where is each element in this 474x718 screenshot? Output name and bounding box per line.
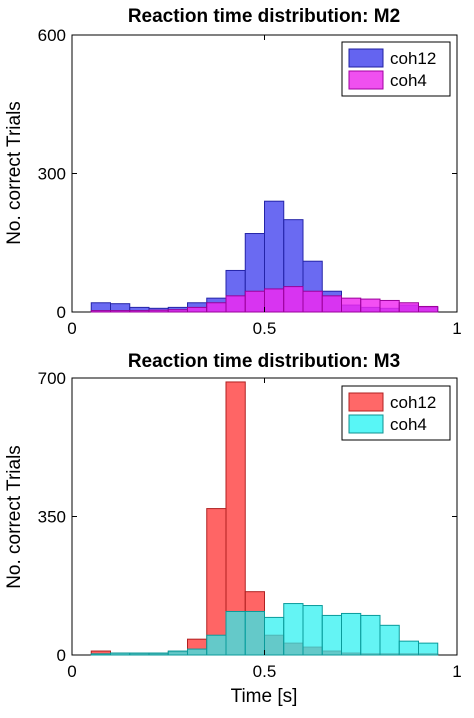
y-tick-label: 300 — [38, 165, 66, 184]
bar-coh4-7 — [225, 610, 246, 656]
legend: coh12 coh4 — [341, 41, 451, 97]
bar-coh4-10 — [283, 286, 304, 313]
bar-coh4-16 — [398, 302, 419, 313]
legend-label-coh4: coh4 — [390, 415, 427, 434]
bar-coh4-5 — [187, 648, 208, 656]
bar-coh4-1 — [110, 652, 131, 656]
bar-coh4-12 — [321, 614, 342, 656]
bar-coh4-15 — [379, 624, 400, 656]
bar-coh4-17 — [418, 305, 439, 313]
chart-title: Reaction time distribution: M3 — [128, 351, 400, 372]
bar-coh4-6 — [206, 302, 227, 313]
bars — [90, 200, 439, 313]
bar-coh4-3 — [148, 309, 169, 313]
legend-swatch-coh12 — [348, 48, 384, 68]
bar-coh4-1 — [110, 310, 131, 313]
bar-coh4-0 — [90, 653, 111, 656]
bar-coh4-9 — [264, 616, 285, 656]
bar-coh4-6 — [206, 634, 227, 656]
legend-label-coh4: coh4 — [390, 71, 427, 90]
bar-coh4-11 — [302, 290, 323, 313]
bar-coh4-10 — [283, 603, 304, 656]
y-tick-label: 700 — [38, 369, 66, 388]
bar-coh4-7 — [225, 295, 246, 313]
legend-swatch-coh4 — [348, 414, 384, 434]
y-axis-label: No. correct Trials — [4, 445, 25, 589]
legend-label-coh12: coh12 — [390, 393, 436, 412]
bar-coh4-8 — [244, 290, 265, 313]
y-tick-label: 350 — [38, 508, 66, 527]
x-axis-label: Time [s] — [231, 686, 298, 707]
bars — [90, 381, 439, 656]
bar-coh4-2 — [129, 310, 150, 313]
axis-ticks: 0 0.5 1 0 300 600 — [38, 26, 462, 338]
legend-label-coh12: coh12 — [390, 49, 436, 68]
subplot-m2: Reaction time distribution: M2 0 0.5 1 0 300… — [4, 6, 462, 338]
bar-coh4-13 — [341, 297, 362, 313]
subplot-m3: Reaction time distribution: M3 0 0.5 1 0 350… — [4, 351, 462, 707]
axis-ticks: 0 0.5 1 0 350 700 — [38, 369, 462, 681]
x-tick-label: 0 — [67, 319, 76, 338]
x-tick-label: 0.5 — [253, 662, 277, 681]
bar-coh4-8 — [244, 610, 265, 656]
x-tick-label: 0 — [67, 662, 76, 681]
bar-coh4-14 — [360, 614, 381, 656]
bar-coh4-12 — [321, 295, 342, 313]
legend-swatch-coh4 — [348, 70, 384, 90]
bar-coh4-2 — [129, 652, 150, 656]
y-tick-label: 0 — [57, 646, 66, 665]
y-tick-label: 0 — [57, 303, 66, 322]
x-tick-label: 0.5 — [253, 319, 277, 338]
bar-coh4-14 — [360, 298, 381, 313]
bar-coh4-13 — [341, 612, 362, 656]
bar-coh4-0 — [90, 310, 111, 313]
bar-coh4-9 — [264, 288, 285, 313]
bar-coh12-6 — [206, 508, 227, 656]
bar-coh4-16 — [398, 640, 419, 656]
bar-coh4-11 — [302, 605, 323, 656]
y-axis-label: No. correct Trials — [4, 101, 25, 245]
legend: coh12 coh4 — [341, 385, 451, 441]
x-tick-label: 1 — [452, 319, 461, 338]
bar-coh4-15 — [379, 299, 400, 313]
bar-coh4-5 — [187, 306, 208, 313]
chart-title: Reaction time distribution: M2 — [128, 6, 400, 27]
bar-coh4-4 — [167, 309, 188, 313]
bar-coh4-17 — [418, 642, 439, 656]
bar-coh4-4 — [167, 650, 188, 656]
bar-coh4-3 — [148, 652, 169, 656]
legend-swatch-coh12 — [348, 392, 384, 412]
x-tick-label: 1 — [452, 662, 461, 681]
y-tick-label: 600 — [38, 26, 66, 45]
